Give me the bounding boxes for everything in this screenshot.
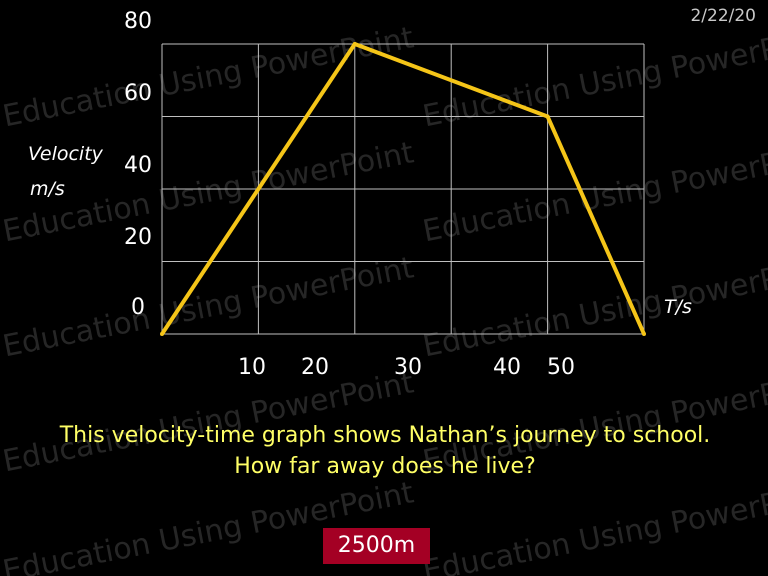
y-tick-label: 80 <box>124 9 152 34</box>
x-tick-label: 10 <box>238 355 266 380</box>
answer-box[interactable]: 2500m <box>323 528 430 564</box>
x-tick-label: 50 <box>547 355 575 380</box>
x-tick-label: 30 <box>394 355 422 380</box>
velocity-line <box>160 42 646 336</box>
chart-grid <box>161 43 645 335</box>
data-point <box>352 42 357 46</box>
question-text: This velocity-time graph shows Nathan’s … <box>59 423 711 479</box>
x-tick-label: 40 <box>493 355 521 380</box>
y-axis-label-unit: m/s <box>30 178 65 200</box>
y-tick-label: 0 <box>131 295 145 320</box>
x-tick-label: 20 <box>301 355 329 380</box>
x-axis-label: T/s <box>664 296 692 318</box>
y-tick-label: 60 <box>124 81 152 106</box>
data-point <box>160 332 164 336</box>
slide-date: 2/22/20 <box>690 6 756 26</box>
y-tick-label: 40 <box>124 153 152 178</box>
data-point <box>545 114 550 119</box>
chart-series <box>160 42 646 336</box>
y-tick-labels: 80 60 40 20 0 <box>124 9 152 320</box>
y-tick-label: 20 <box>124 225 152 250</box>
data-point <box>642 332 646 336</box>
x-tick-labels: 10 20 30 40 50 <box>238 355 575 380</box>
y-axis-label-velocity: Velocity <box>28 143 104 165</box>
